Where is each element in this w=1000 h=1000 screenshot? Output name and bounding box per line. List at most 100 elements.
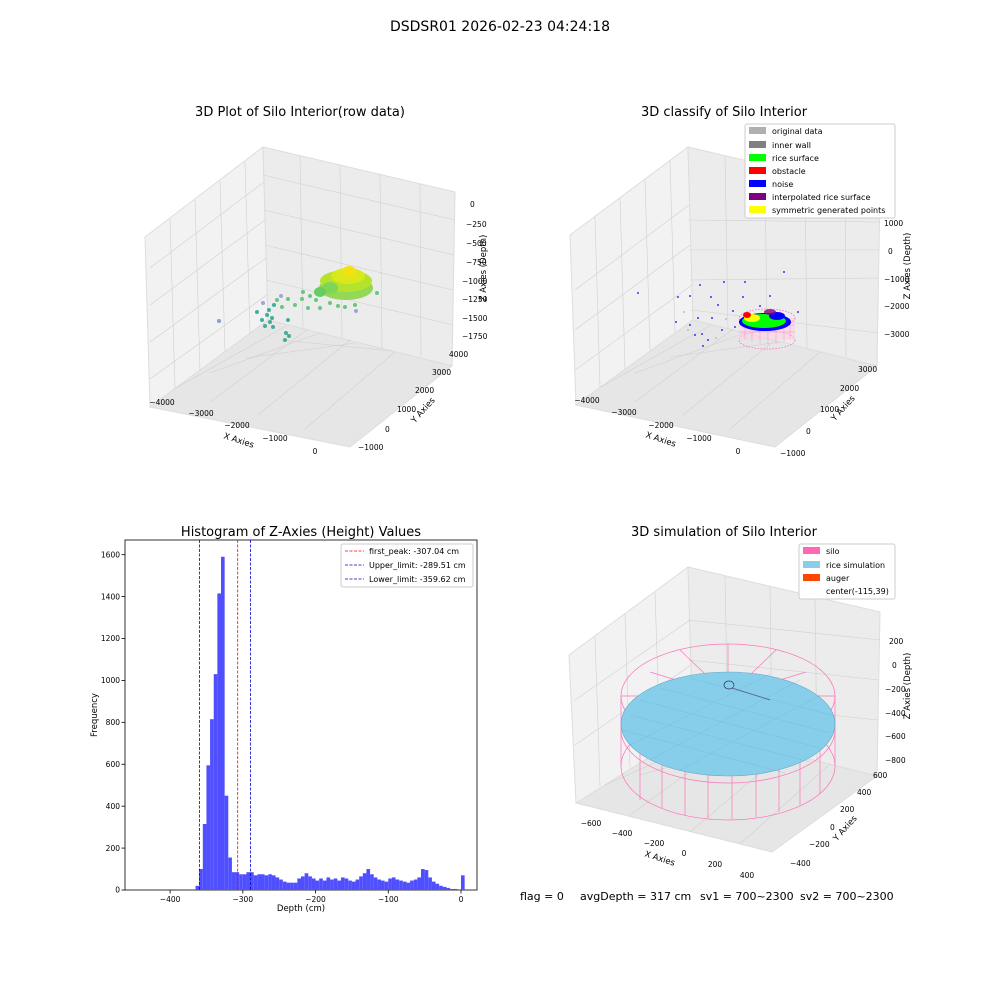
svg-text:−400: −400 [885, 709, 906, 718]
hist-bar [446, 887, 451, 890]
hist-bar [264, 875, 269, 890]
hist-bar [410, 880, 414, 890]
hist-bar [239, 874, 243, 890]
hist-bar [231, 872, 236, 890]
raw-scatter-points [217, 266, 379, 342]
svg-text:0: 0 [892, 661, 897, 670]
hist-bar [373, 877, 378, 890]
svg-text:0: 0 [830, 823, 835, 832]
svg-text:−200: −200 [644, 839, 665, 848]
hist-bar [250, 872, 254, 890]
svg-text:−2000: −2000 [884, 302, 910, 311]
cls-z-label: Z Axies (Depth) [903, 233, 913, 300]
svg-text:rice simulation: rice simulation [826, 561, 885, 570]
hist-x-tick-label: 0 [459, 895, 464, 904]
svg-text:−1250: −1250 [462, 295, 488, 304]
svg-text:0: 0 [385, 425, 390, 434]
svg-text:−1000: −1000 [358, 443, 384, 452]
svg-text:−1000: −1000 [884, 275, 910, 284]
hist-bar [257, 874, 261, 890]
hist-bar [246, 872, 251, 890]
sim-y-label: Y Axies [831, 813, 860, 844]
panel-histogram: Histogram of Z-Axies (Height) Values −40… [90, 525, 478, 914]
svg-text:Lower_limit: -359.62 cm: Lower_limit: -359.62 cm [369, 575, 466, 584]
hist-x-tick-label: −300 [233, 895, 254, 904]
hist-bar [206, 765, 211, 890]
hist-y-tick-label: 1600 [101, 550, 120, 559]
hist-bars [195, 556, 465, 890]
hist-bar [297, 878, 301, 890]
hist-bar [286, 882, 291, 890]
hist-y-ticks: 0 200 400 600 800 1000 1200 1400 1600 [101, 550, 125, 895]
hist-bar [311, 878, 316, 890]
svg-text:3000: 3000 [432, 368, 451, 377]
hist-bar [442, 886, 447, 890]
svg-text:200: 200 [708, 860, 723, 869]
panel-raw-title: 3D Plot of Silo Interior(row data) [195, 105, 405, 120]
svg-text:0: 0 [806, 427, 811, 436]
svg-text:−2000: −2000 [224, 421, 250, 430]
hist-bar [341, 877, 345, 890]
cls-z-ticks: 1000 0 −1000 −2000 −3000 [884, 219, 910, 339]
svg-text:interpolated rice surface: interpolated rice surface [772, 193, 870, 202]
hist-bar [351, 881, 356, 890]
hist-legend: first_peak: -307.04 cm Upper_limit: -289… [340, 543, 474, 588]
svg-text:silo: silo [826, 547, 840, 556]
hist-bar [304, 873, 309, 890]
hist-bar [217, 593, 221, 890]
svg-text:−600: −600 [885, 732, 906, 741]
hist-x-ticks: −400 −300 −200 −100 0 [160, 890, 464, 904]
svg-text:4000: 4000 [449, 350, 468, 359]
hist-y-tick-label: 400 [106, 802, 121, 811]
svg-text:−1750: −1750 [462, 332, 488, 341]
svg-text:symmetric generated points: symmetric generated points [772, 206, 885, 215]
hist-x-tick-label: −100 [378, 895, 399, 904]
hist-bar [224, 795, 229, 890]
hist-bar [268, 874, 272, 890]
hist-y-tick-label: 1200 [101, 634, 120, 643]
status-sv1: sv1 = 700~2300 [700, 890, 794, 903]
svg-text:−1000: −1000 [780, 449, 806, 458]
svg-text:200: 200 [840, 805, 855, 814]
svg-text:rice surface: rice surface [772, 154, 819, 163]
status-avg-depth: avgDepth = 317 cm [580, 890, 691, 903]
svg-text:1000: 1000 [884, 219, 903, 228]
hist-bar [431, 881, 436, 890]
hist-y-label: Frequency [90, 693, 100, 737]
hist-y-tick-label: 800 [106, 718, 121, 727]
hist-bar [213, 674, 218, 890]
svg-text:−400: −400 [612, 829, 633, 838]
hist-plot-frame [124, 539, 478, 891]
hist-bar [330, 879, 334, 890]
hist-bar [424, 870, 429, 890]
svg-text:noise: noise [772, 180, 793, 189]
svg-text:−1500: −1500 [462, 314, 488, 323]
hist-y-tick-label: 200 [106, 844, 121, 853]
hist-y-tick-label: 600 [106, 760, 121, 769]
hist-bar [453, 888, 458, 890]
hist-y-tick-label: 1000 [101, 676, 120, 685]
hist-bar [421, 869, 425, 890]
svg-text:200: 200 [889, 637, 904, 646]
hist-bar [377, 879, 381, 890]
hist-bar [413, 879, 418, 890]
hist-bar [359, 876, 363, 890]
svg-text:−1000: −1000 [262, 434, 288, 443]
hist-bar [221, 556, 225, 890]
hist-bar [428, 877, 432, 890]
svg-text:−2000: −2000 [648, 421, 674, 430]
svg-text:2000: 2000 [840, 384, 859, 393]
hist-bar [279, 879, 283, 890]
hist-title: Histogram of Z-Axies (Height) Values [181, 525, 421, 540]
hist-bar [355, 879, 360, 890]
raw-x-ticks: −4000 −3000 −2000 −1000 0 [149, 398, 317, 456]
hist-bar [417, 877, 421, 890]
rice-surface-mesh [621, 673, 836, 774]
raw-y-ticks: −1000 0 1000 2000 3000 4000 [358, 350, 468, 452]
sim-x-ticks: −600 −400 −200 0 200 400 [581, 819, 755, 880]
panel-simulation-3d: 3D simulation of Silo Interior [568, 525, 913, 880]
svg-text:−600: −600 [581, 819, 602, 828]
svg-text:−3000: −3000 [884, 330, 910, 339]
hist-y-tick-label: 1400 [101, 592, 120, 601]
